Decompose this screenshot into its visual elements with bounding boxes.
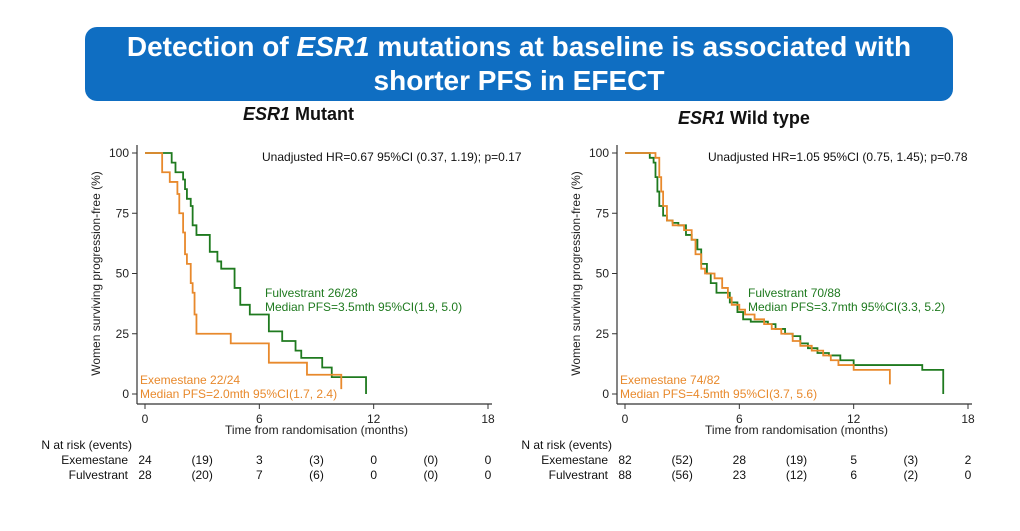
x-axis-label: Time from randomisation (months) [705,423,888,437]
y-tick-label: 25 [596,327,610,341]
x-tick-label: 18 [961,412,975,426]
risk-table-header: N at risk (events) [521,438,612,452]
risk-table-header: N at risk (events) [41,438,132,452]
risk-row-label-fulvestrant: Fulvestrant [69,468,129,482]
median-pfs-label-fulvestrant: Median PFS=3.7mth 95%CI(3.3, 5.2) [748,300,945,314]
risk-cell: (3) [309,453,324,467]
risk-cell: 28 [733,453,747,467]
risk-row-label-exemestane: Exemestane [541,453,608,467]
risk-cell: 23 [733,468,747,482]
series-label-exemestane: Exemestane 74/82 [620,373,720,387]
risk-cell: 0 [965,468,972,482]
km-curve-exemestane [145,152,343,390]
subtitle-gene: ESR1 [243,104,291,124]
y-tick-label: 50 [116,267,130,281]
y-tick-label: 0 [122,387,129,401]
x-tick-label: 0 [142,412,149,426]
subtitle-rest: Mutant [290,104,355,124]
x-tick-label: 6 [256,412,263,426]
median-pfs-label-exemestane: Median PFS=2.0mth 95%CI(1.7, 2.4) [140,387,337,401]
risk-cell: 5 [850,453,857,467]
risk-cell: 24 [138,453,152,467]
risk-cell: 88 [618,468,632,482]
risk-cell: 0 [370,453,377,467]
x-tick-label: 6 [736,412,743,426]
y-tick-label: 75 [596,206,610,220]
title-banner: Detection of ESR1 mutations at baseline … [85,27,953,101]
risk-cell: 6 [850,468,857,482]
risk-cell: 3 [256,453,263,467]
series-label-fulvestrant: Fulvestrant 70/88 [748,286,841,300]
risk-cell: (20) [191,468,212,482]
title-gene: ESR1 [296,31,370,62]
risk-cell: 0 [485,453,492,467]
y-tick-label: 75 [116,206,130,220]
risk-cell: (19) [191,453,212,467]
risk-cell: 0 [370,468,377,482]
hr-annotation: Unadjusted HR=0.67 95%CI (0.37, 1.19); p… [262,150,522,164]
y-tick-label: 50 [596,267,610,281]
y-tick-label: 25 [116,327,130,341]
subtitle-rest: Wild type [725,108,810,128]
y-tick-label: 100 [589,146,609,160]
km-curve-fulvestrant [625,152,945,394]
y-tick-label: 0 [602,387,609,401]
risk-cell: (52) [671,453,692,467]
y-axis-label: Women surviving progression-free (%) [569,171,583,376]
risk-cell: (19) [786,453,807,467]
series-label-exemestane: Exemestane 22/24 [140,373,240,387]
y-tick-label: 100 [109,146,129,160]
risk-cell: 82 [618,453,632,467]
hr-annotation: Unadjusted HR=1.05 95%CI (0.75, 1.45); p… [708,150,968,164]
risk-cell: 7 [256,468,263,482]
risk-cell: 28 [138,468,152,482]
title-line2: shorter PFS in EFECT [373,65,665,96]
subtitle-gene: ESR1 [678,108,726,128]
risk-cell: (3) [903,453,918,467]
risk-cell: (6) [309,468,324,482]
series-label-fulvestrant: Fulvestrant 26/28 [265,286,358,300]
x-tick-label: 12 [847,412,861,426]
x-tick-label: 18 [481,412,495,426]
risk-row-label-fulvestrant: Fulvestrant [549,468,609,482]
x-axis-label: Time from randomisation (months) [225,423,408,437]
median-pfs-label-exemestane: Median PFS=4.5mth 95%CI(3.7, 5.6) [620,387,817,401]
risk-cell: 2 [965,453,972,467]
risk-cell: (12) [786,468,807,482]
km-curve-fulvestrant [145,152,367,394]
median-pfs-label-fulvestrant: Median PFS=3.5mth 95%CI(1.9, 5.0) [265,300,462,314]
x-tick-label: 12 [367,412,381,426]
title-part1: Detection of [126,31,297,62]
km-curve-exemestane [625,152,891,385]
title-part2: mutations at baseline is associated with [369,31,912,62]
risk-row-label-exemestane: Exemestane [61,453,128,467]
x-tick-label: 0 [622,412,629,426]
y-axis-label: Women surviving progression-free (%) [89,171,103,376]
subtitle-mutant: ESR1 Mutant [243,104,354,125]
risk-cell: 0 [485,468,492,482]
risk-cell: (2) [903,468,918,482]
risk-cell: (56) [671,468,692,482]
risk-cell: (0) [423,468,438,482]
subtitle-wildtype: ESR1 Wild type [678,108,810,129]
risk-cell: (0) [423,453,438,467]
